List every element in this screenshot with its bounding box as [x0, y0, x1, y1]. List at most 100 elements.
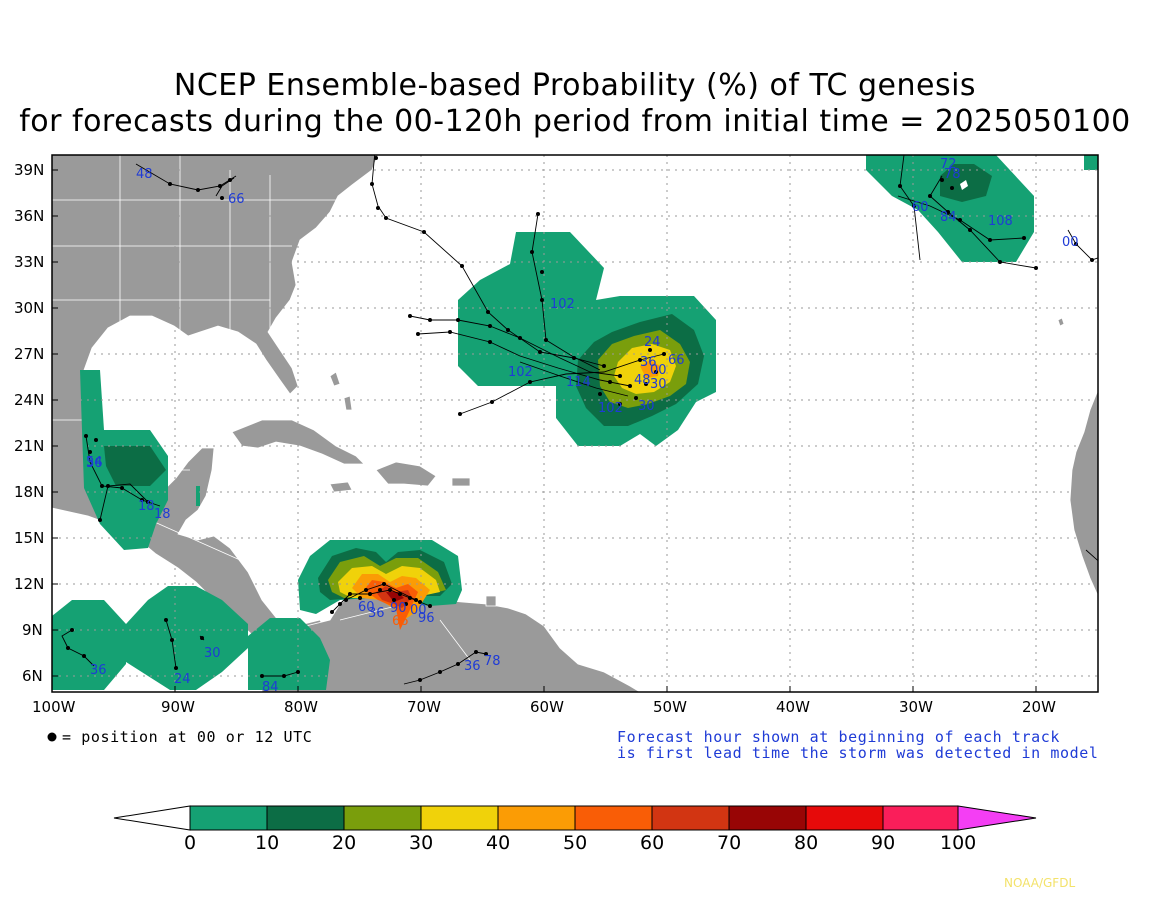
colorbar-bin: [805, 805, 884, 831]
colorbar-bin: [728, 805, 807, 831]
track-label: 00: [1062, 235, 1079, 250]
track-label: 36: [368, 606, 385, 621]
track-label: 30: [204, 646, 221, 661]
track-label: 24: [644, 335, 661, 350]
chart-subtitle: for forecasts during the 00-120h period …: [19, 104, 1131, 139]
lon-label: 70W: [407, 698, 441, 716]
colorbar-tick: 10: [255, 832, 280, 854]
lat-label: 15N: [14, 529, 45, 547]
colorbar-tick: 40: [486, 832, 511, 854]
colorbar-bin: [651, 805, 730, 831]
colorbar-tick: 30: [409, 832, 434, 854]
track-label: 78: [484, 654, 501, 669]
colorbar-bin: [266, 805, 345, 831]
lon-label: 80W: [284, 698, 318, 716]
prob-caribbean: [298, 540, 462, 630]
colorbar-bin: [574, 805, 653, 831]
land-jamaica: [329, 481, 353, 493]
political-borders: [52, 155, 471, 661]
track-label: 00: [650, 363, 667, 378]
track-label: 66: [228, 192, 245, 207]
track-label: 66: [392, 614, 409, 629]
lat-label: 18N: [14, 483, 45, 501]
track-label: 102: [598, 401, 623, 416]
colorbar-tick: 50: [563, 832, 588, 854]
credit-text: NOAA/GFDL: [1004, 876, 1076, 890]
lat-label: 36N: [14, 207, 45, 225]
lat-label: 12N: [14, 575, 45, 593]
land: [52, 155, 1098, 692]
lon-label: 90W: [161, 698, 195, 716]
position-dot-symbol: [47, 732, 57, 742]
colorbar-lower-arrow: [113, 805, 191, 831]
land-hispaniola: [375, 461, 437, 487]
lat-label: 6N: [22, 667, 43, 685]
track-label: 60: [912, 200, 929, 215]
land-africa: [1069, 389, 1098, 597]
chart-title: NCEP Ensemble-based Probability (%) of T…: [173, 68, 977, 103]
track-label: 90: [390, 601, 407, 616]
position-legend-text: = position at 00 or 12 UTC: [62, 728, 313, 746]
forecast-hour-note-line1: Forecast hour shown at beginning of each…: [617, 728, 1061, 746]
track-label: 18: [154, 507, 171, 522]
track-label: 102: [550, 297, 575, 312]
colorbar-tick: 20: [332, 832, 357, 854]
colorbar-upper-arrow: [957, 805, 1037, 831]
track-label: 54: [86, 455, 103, 470]
track-label: 00: [410, 603, 427, 618]
track-label: 84: [262, 680, 279, 695]
forecast-hour-note-line2: is first lead time the storm was detecte…: [617, 744, 1099, 762]
track-label: 102: [508, 365, 533, 380]
lon-label: 30W: [899, 698, 933, 716]
track-label: 84: [940, 210, 957, 225]
tick-marks: [51, 169, 1037, 692]
track-label: 36: [640, 355, 657, 370]
lat-label: 33N: [14, 253, 45, 271]
track-hour-labels: 48 66 72 78 60 84 108 00 102 24 36 66 48…: [86, 157, 1079, 695]
prob-pacific: [52, 586, 330, 690]
colorbar-bin: [420, 805, 499, 831]
track-label: 96: [418, 611, 435, 626]
track-label: 48: [136, 167, 153, 182]
track-label: 30: [638, 399, 655, 414]
lon-label: 50W: [653, 698, 687, 716]
track-label: 48: [634, 373, 651, 388]
colorbar-bin: [189, 805, 268, 831]
lon-label: 20W: [1022, 698, 1056, 716]
track-label: 36: [86, 456, 103, 471]
lat-label: 21N: [14, 437, 45, 455]
track-label: 66: [668, 353, 685, 368]
lat-label: 24N: [14, 391, 45, 409]
colorbar-bin: [497, 805, 576, 831]
colorbar-tick: 100: [940, 832, 977, 854]
colorbar-tick: 70: [717, 832, 742, 854]
track-label: 24: [174, 672, 191, 687]
colorbar-bin: [882, 805, 959, 831]
track-label: 72: [940, 157, 957, 172]
track-label: 30: [650, 377, 667, 392]
lon-label: 60W: [530, 698, 564, 716]
lat-label: 9N: [22, 621, 43, 639]
track-label: 36: [464, 659, 481, 674]
track-label: 108: [988, 214, 1013, 229]
prob-atlantic-ne: [866, 155, 1098, 262]
lat-label: 30N: [14, 299, 45, 317]
lon-label: 40W: [776, 698, 810, 716]
colorbar: [113, 805, 1037, 831]
lat-label: 27N: [14, 345, 45, 363]
track-label: 60: [358, 600, 375, 615]
track-label: 18: [138, 499, 155, 514]
lon-label: 100W: [32, 698, 76, 716]
prob-atlantic-central: [458, 232, 716, 446]
colorbar-tick: 60: [640, 832, 665, 854]
map-frame: [51, 154, 1099, 693]
track-label: 114: [566, 375, 591, 390]
track-positions: [66, 156, 1094, 682]
lat-label: 39N: [14, 161, 45, 179]
colorbar-tick: 80: [794, 832, 819, 854]
prob-gulf: [80, 370, 200, 550]
land-puerto-rico: [451, 477, 471, 487]
colorbar-tick: 90: [871, 832, 896, 854]
track-label: 36: [90, 663, 107, 678]
